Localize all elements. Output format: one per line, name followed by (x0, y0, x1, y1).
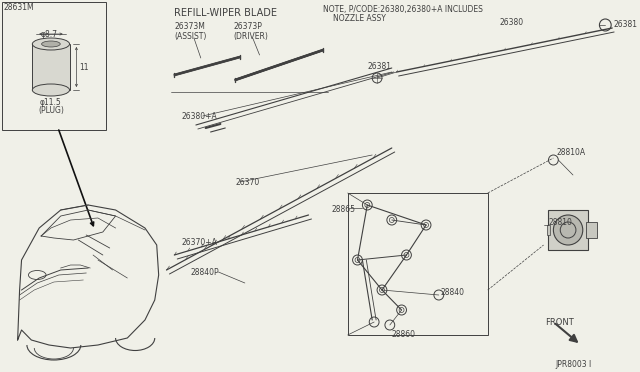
Text: REFILL-WIPER BLADE: REFILL-WIPER BLADE (174, 8, 277, 18)
Text: 11: 11 (79, 62, 89, 71)
Bar (33, 44, 70, 90)
Text: 28840P: 28840P (191, 268, 220, 277)
Bar (548, 210, 588, 250)
Text: 28860: 28860 (392, 330, 416, 339)
Text: 26373M
(ASSIST): 26373M (ASSIST) (174, 22, 207, 41)
Text: 28810A: 28810A (556, 148, 586, 157)
Text: 26381: 26381 (613, 20, 637, 29)
Text: JPR8003 I: JPR8003 I (556, 360, 591, 369)
Bar (547, 225, 550, 235)
Text: 26380: 26380 (500, 18, 524, 27)
Text: 26373P
(DRIVER): 26373P (DRIVER) (233, 22, 268, 41)
Text: 26381: 26381 (367, 62, 391, 71)
Text: (PLUG): (PLUG) (38, 106, 64, 115)
Text: NOTE, P/CODE:26380,26380+A INCLUDES: NOTE, P/CODE:26380,26380+A INCLUDES (323, 5, 483, 14)
Text: 28631M: 28631M (4, 3, 35, 12)
Text: FRONT: FRONT (545, 318, 574, 327)
Text: 28865: 28865 (331, 205, 355, 214)
Ellipse shape (33, 84, 70, 96)
Text: 26380+A: 26380+A (181, 112, 217, 121)
Text: φ8.7: φ8.7 (40, 30, 58, 39)
Ellipse shape (42, 41, 60, 47)
Ellipse shape (554, 215, 583, 245)
Text: 26370+A: 26370+A (181, 238, 217, 247)
Ellipse shape (33, 38, 70, 50)
Text: φ11.5: φ11.5 (40, 98, 62, 107)
Bar (2, 2, 106, 130)
Text: 28810: 28810 (548, 218, 572, 227)
Bar (348, 193, 488, 335)
Text: NOZZLE ASSY: NOZZLE ASSY (333, 14, 386, 23)
Text: 28840: 28840 (441, 288, 465, 297)
Text: 26370: 26370 (235, 178, 259, 187)
Bar (586, 222, 598, 238)
